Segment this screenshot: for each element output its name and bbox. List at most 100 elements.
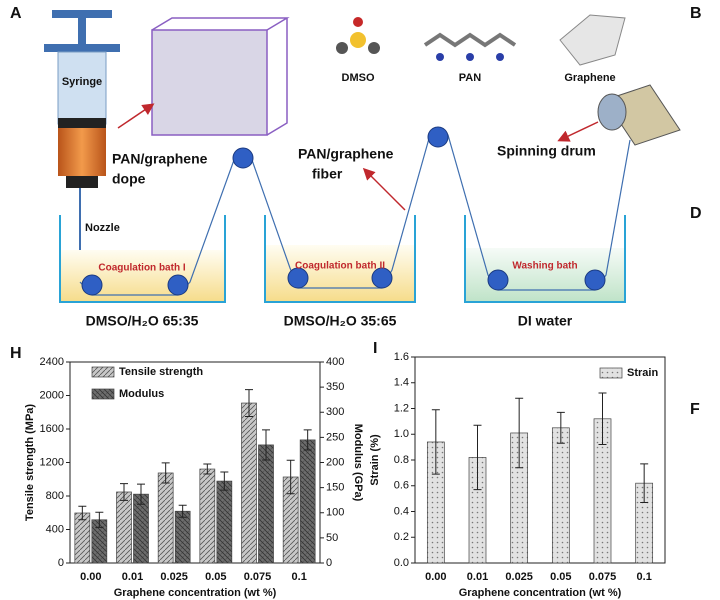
- y-tick-label: 1.0: [394, 428, 409, 440]
- y-tick-label: 0.2: [394, 531, 409, 543]
- bar: [216, 480, 233, 564]
- label: dope: [112, 171, 146, 187]
- label: DMSO: [342, 72, 375, 84]
- bar: [241, 402, 257, 564]
- y2-tick-label: 100: [326, 507, 344, 519]
- error-bar: [161, 462, 170, 484]
- legend-label: Modulus: [119, 388, 164, 400]
- error-bar: [95, 511, 104, 528]
- legend-swatch: [599, 367, 623, 379]
- bath-solution: DMSO/H₂O 65:35: [86, 313, 199, 329]
- bar: [299, 439, 316, 564]
- y2-tick-label: 250: [326, 431, 344, 443]
- panel-label: H: [10, 345, 22, 362]
- y-axis-label: Tensile strength (MPa): [24, 404, 36, 521]
- label: PAN/graphene: [298, 146, 394, 162]
- label: PAN/graphene: [112, 151, 208, 167]
- error-bar: [178, 504, 187, 518]
- y-tick-label: 1.2: [394, 402, 409, 414]
- y-tick-label: 0.8: [394, 454, 409, 466]
- x-tick-label: 0.05: [550, 571, 571, 583]
- label: Graphene: [564, 72, 615, 84]
- baths: [59, 215, 626, 303]
- y2-tick-label: 0: [326, 557, 332, 569]
- bath-label: Coagulation bath I: [98, 263, 185, 274]
- y-tick-label: 400: [46, 523, 64, 535]
- bar: [199, 468, 216, 564]
- bar: [116, 491, 132, 564]
- y2-axis-label: Modulus (GPa): [352, 424, 364, 502]
- fiber-arrow: [362, 167, 406, 211]
- plot-frame: [414, 356, 666, 564]
- bar: [157, 472, 174, 564]
- x-tick-label: 0.1: [637, 571, 652, 583]
- y-tick-label: 2400: [40, 356, 64, 368]
- error-bar: [515, 397, 524, 469]
- x-tick-label: 0.00: [80, 571, 101, 583]
- label: fiber: [312, 166, 343, 182]
- y-tick-label: 800: [46, 490, 64, 502]
- bath-label: Coagulation bath II: [295, 261, 385, 272]
- error-bar: [78, 505, 87, 521]
- x-tick-label: 0.075: [589, 571, 617, 583]
- panel-label: A: [10, 5, 22, 22]
- y2-tick-label: 350: [326, 381, 344, 393]
- x-tick-label: 0.025: [505, 571, 533, 583]
- label: Spinning drum: [497, 143, 596, 159]
- y-tick-label: 1.6: [394, 351, 409, 363]
- label: PAN: [459, 72, 481, 84]
- spinning-drum: [557, 84, 681, 146]
- error-bar: [137, 483, 145, 505]
- x-tick-label: 0.025: [160, 571, 188, 583]
- error-bar: [598, 392, 607, 446]
- error-bar: [120, 483, 128, 501]
- y-tick-label: 0.0: [394, 557, 409, 569]
- y-tick-label: 1600: [40, 423, 64, 435]
- x-tick-label: 0.05: [205, 571, 226, 583]
- y2-tick-label: 150: [326, 482, 344, 494]
- error-bar: [220, 471, 229, 491]
- error-bar: [286, 459, 295, 495]
- error-bar: [473, 424, 482, 491]
- panel-label: F: [690, 401, 700, 418]
- error-bar: [262, 429, 270, 461]
- legend-label: Strain: [627, 367, 658, 379]
- bath-solution: DI water: [518, 313, 573, 329]
- error-bar: [640, 463, 649, 503]
- error-bar: [556, 411, 565, 444]
- y-tick-label: 0.4: [394, 505, 409, 517]
- bath-solution: DMSO/H₂O 35:65: [284, 313, 397, 329]
- x-axis-label: Graphene concentration (wt %): [114, 587, 277, 599]
- label: Syringe: [62, 76, 102, 88]
- rollers: [81, 126, 606, 296]
- y-tick-label: 2000: [40, 389, 64, 401]
- x-tick-label: 0.075: [244, 571, 272, 583]
- bar: [74, 512, 91, 564]
- bar: [174, 510, 191, 564]
- bar: [258, 444, 274, 564]
- error-bar: [303, 429, 312, 451]
- y2-tick-label: 300: [326, 406, 344, 418]
- x-axis-label: Graphene concentration (wt %): [459, 587, 622, 599]
- dope-cube: [117, 17, 290, 136]
- panel-label: I: [373, 340, 377, 357]
- y2-tick-label: 50: [326, 532, 338, 544]
- y-tick-label: 1200: [40, 456, 64, 468]
- y-axis-label: Strain (%): [369, 434, 381, 486]
- error-bar: [203, 463, 212, 475]
- x-tick-label: 0.01: [467, 571, 488, 583]
- y-tick-label: 0.6: [394, 480, 409, 492]
- error-bar: [431, 409, 440, 475]
- y2-tick-label: 400: [326, 356, 344, 368]
- error-bar: [245, 389, 253, 417]
- legend-label: Tensile strength: [119, 366, 203, 378]
- panel-label: D: [690, 205, 702, 222]
- x-tick-label: 0.1: [292, 571, 307, 583]
- legend-swatch: [91, 388, 115, 400]
- bar: [551, 427, 570, 564]
- y2-tick-label: 200: [326, 456, 344, 468]
- panel-label: B: [690, 5, 702, 22]
- bath-label: Washing bath: [512, 261, 577, 272]
- y-tick-label: 0: [58, 557, 64, 569]
